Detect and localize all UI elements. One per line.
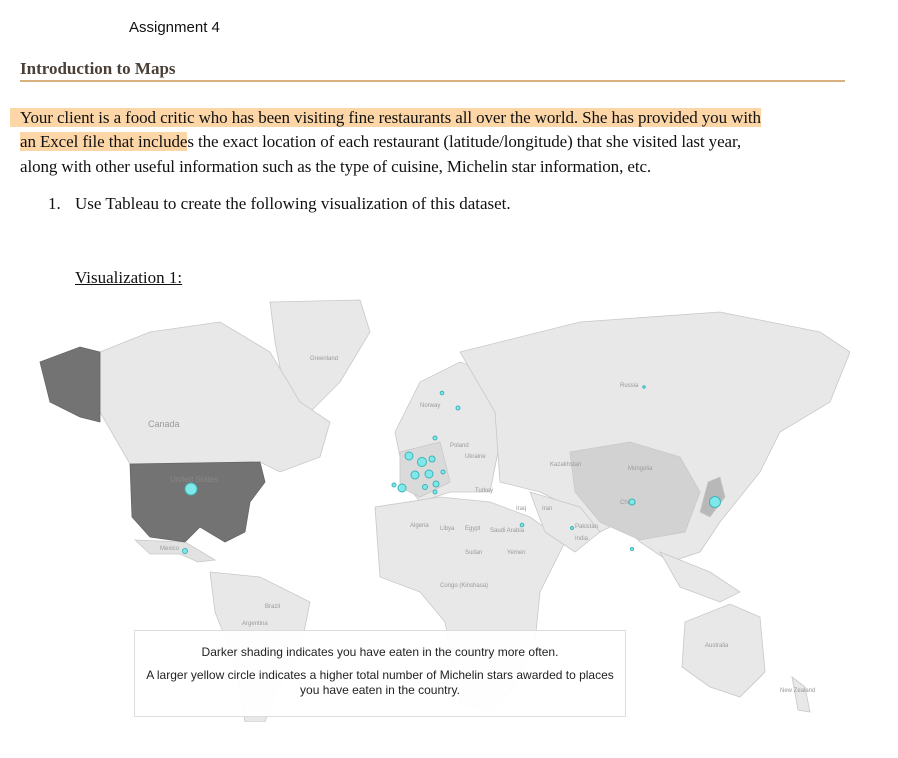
heading-divider <box>20 80 845 82</box>
map-label: Congo (Kinshasa) <box>440 583 488 589</box>
map-label: Ukraine <box>465 454 486 460</box>
map-label: Iraq <box>516 506 526 512</box>
map-label: Iran <box>542 506 552 512</box>
united-states <box>129 461 266 543</box>
map-label: India <box>575 536 589 542</box>
star-circle[interactable] <box>432 435 438 441</box>
star-circle[interactable] <box>428 455 436 463</box>
star-circle[interactable] <box>424 469 434 479</box>
map-label: New Zealand <box>780 688 815 694</box>
star-circle[interactable] <box>182 548 188 554</box>
map-label: Kazakhstan <box>550 462 581 468</box>
star-circle[interactable] <box>440 469 446 475</box>
map-label: Saudi Arabia <box>490 528 525 534</box>
map-label: Egypt <box>465 526 481 532</box>
star-circle[interactable] <box>455 405 461 411</box>
star-circle[interactable] <box>184 482 198 496</box>
china <box>569 441 701 541</box>
star-circle[interactable] <box>422 484 428 490</box>
highlight: an Excel file that include <box>20 132 188 151</box>
map-label: Sudan <box>465 550 482 556</box>
intro-line-1: Your client is a food critic who has bee… <box>10 108 761 128</box>
map-label: Mongolia <box>628 466 653 472</box>
star-circle[interactable] <box>439 390 445 396</box>
map-label: China <box>620 500 636 506</box>
map-label: Greenland <box>310 356 338 362</box>
map-label: Norway <box>420 403 440 409</box>
map-label: Argentina <box>242 621 268 627</box>
australia <box>681 603 766 698</box>
arabia <box>529 491 601 553</box>
intro-line-3: along with other useful information such… <box>20 157 652 176</box>
task-number: 1. <box>48 194 61 213</box>
star-circle[interactable] <box>432 489 438 495</box>
map-label: Canada <box>148 419 180 429</box>
map-label: Brazil <box>265 604 280 610</box>
map-label: Mexico <box>160 546 180 552</box>
star-circle[interactable] <box>391 482 397 488</box>
caption-circles: A larger yellow circle indicates a highe… <box>146 668 614 697</box>
alaska <box>39 346 101 423</box>
highlight: Your client is a food critic who has bee… <box>10 108 761 127</box>
map-label: Pakistan <box>575 524 598 530</box>
star-circle[interactable] <box>397 483 407 493</box>
task-text: Use Tableau to create the following visu… <box>75 194 511 213</box>
star-circle[interactable] <box>570 526 574 530</box>
mexico <box>133 539 217 563</box>
map-label: Russia <box>620 383 639 389</box>
map-label: Poland <box>450 443 469 449</box>
map-caption: Darker shading indicates you have eaten … <box>134 630 626 717</box>
intro-line-2: an Excel file that includes the exact lo… <box>20 132 741 152</box>
task-item: 1. Use Tableau to create the following vi… <box>48 194 511 214</box>
greenland <box>269 299 371 413</box>
map-label: Algeria <box>410 523 429 529</box>
map-label: Yemen <box>507 550 525 556</box>
asia <box>459 311 850 563</box>
intro-text: s the exact location of each restaurant … <box>187 132 742 151</box>
section-heading: Introduction to Maps <box>20 59 176 78</box>
star-circle[interactable] <box>519 522 525 528</box>
assignment-title: Assignment 4 <box>129 19 220 36</box>
star-circle[interactable] <box>432 480 440 488</box>
map-label: Australia <box>705 643 729 649</box>
visualization-label: Visualization 1: <box>75 268 183 287</box>
canada <box>99 321 331 473</box>
star-circle[interactable] <box>709 496 721 508</box>
map-label: United States <box>170 475 218 484</box>
star-circle[interactable] <box>404 451 414 461</box>
star-circle[interactable] <box>642 385 646 389</box>
star-circle[interactable] <box>417 457 427 467</box>
caption-shading: Darker shading indicates you have eaten … <box>201 645 559 659</box>
star-circle[interactable] <box>410 470 420 480</box>
map-label: Libya <box>440 526 455 532</box>
map-label: Turkey <box>475 488 493 494</box>
new-zealand <box>791 676 811 713</box>
star-circle[interactable] <box>630 547 634 551</box>
southeast-asia <box>659 551 741 603</box>
star-circle[interactable] <box>628 498 636 506</box>
